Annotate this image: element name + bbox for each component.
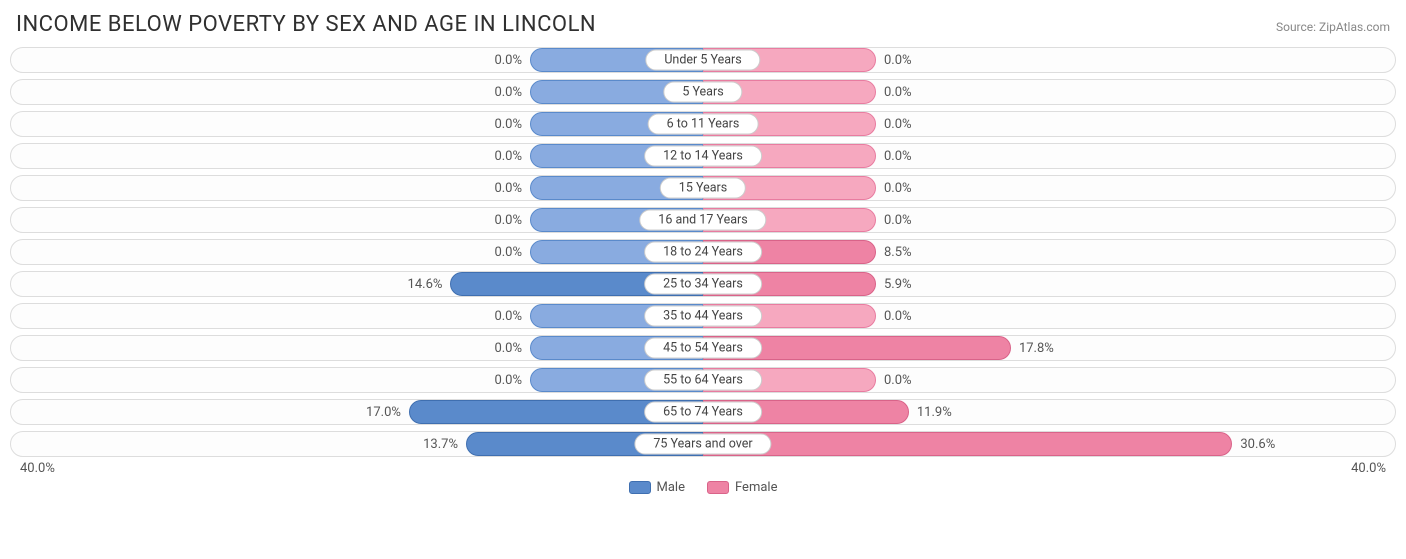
male-half: 0.0% <box>11 304 703 328</box>
male-half: 0.0% <box>11 336 703 360</box>
chart-row: 0.0% 0.0% 6 to 11 Years <box>10 111 1396 137</box>
male-value-label: 0.0% <box>494 149 522 164</box>
female-half: 0.0% <box>703 176 1395 200</box>
male-value-label: 0.0% <box>494 213 522 228</box>
female-value-label: 11.9% <box>917 405 952 420</box>
male-value-label: 13.7% <box>423 437 458 452</box>
male-half: 17.0% <box>11 400 703 424</box>
category-label: 25 to 34 Years <box>644 274 762 295</box>
category-label: 18 to 24 Years <box>644 242 762 263</box>
male-value-label: 0.0% <box>494 245 522 260</box>
chart-row: 0.0% 0.0% 15 Years <box>10 175 1396 201</box>
category-label: 15 Years <box>660 178 746 199</box>
male-value-label: 0.0% <box>494 373 522 388</box>
male-half: 0.0% <box>11 144 703 168</box>
category-label: Under 5 Years <box>645 50 760 71</box>
legend-item-female: Female <box>707 480 777 495</box>
legend-item-male: Male <box>629 480 685 495</box>
legend-label-male: Male <box>657 480 685 495</box>
female-value-label: 17.8% <box>1019 341 1054 356</box>
chart-row: 0.0% 0.0% 5 Years <box>10 79 1396 105</box>
male-half: 0.0% <box>11 208 703 232</box>
male-half: 0.0% <box>11 176 703 200</box>
male-half: 0.0% <box>11 240 703 264</box>
male-value-label: 0.0% <box>494 181 522 196</box>
female-value-label: 0.0% <box>884 373 912 388</box>
chart-row: 0.0% 17.8% 45 to 54 Years <box>10 335 1396 361</box>
chart-row: 13.7% 30.6% 75 Years and over <box>10 431 1396 457</box>
female-half: 0.0% <box>703 80 1395 104</box>
female-half: 11.9% <box>703 400 1395 424</box>
axis-row: 40.0% 40.0% <box>10 461 1396 476</box>
legend-swatch-female <box>707 481 729 494</box>
female-half: 0.0% <box>703 48 1395 72</box>
chart-row: 0.0% 0.0% 16 and 17 Years <box>10 207 1396 233</box>
axis-right-label: 40.0% <box>1351 461 1386 476</box>
axis-left-label: 40.0% <box>20 461 55 476</box>
male-value-label: 0.0% <box>494 309 522 324</box>
female-bar <box>703 432 1232 456</box>
female-value-label: 0.0% <box>884 53 912 68</box>
male-value-label: 0.0% <box>494 85 522 100</box>
legend-swatch-male <box>629 481 651 494</box>
male-half: 0.0% <box>11 48 703 72</box>
chart-row: 14.6% 5.9% 25 to 34 Years <box>10 271 1396 297</box>
male-value-label: 0.0% <box>494 53 522 68</box>
source-label: Source: ZipAtlas.com <box>1276 20 1390 34</box>
category-label: 45 to 54 Years <box>644 338 762 359</box>
category-label: 12 to 14 Years <box>644 146 762 167</box>
female-value-label: 0.0% <box>884 149 912 164</box>
female-value-label: 5.9% <box>884 277 912 292</box>
female-value-label: 30.6% <box>1240 437 1275 452</box>
female-value-label: 0.0% <box>884 117 912 132</box>
category-label: 16 and 17 Years <box>639 210 766 231</box>
male-value-label: 14.6% <box>408 277 443 292</box>
female-half: 0.0% <box>703 208 1395 232</box>
female-half: 0.0% <box>703 112 1395 136</box>
male-half: 0.0% <box>11 112 703 136</box>
category-label: 5 Years <box>663 82 742 103</box>
chart-row: 0.0% 8.5% 18 to 24 Years <box>10 239 1396 265</box>
chart-row: 0.0% 0.0% Under 5 Years <box>10 47 1396 73</box>
male-half: 0.0% <box>11 368 703 392</box>
male-value-label: 0.0% <box>494 117 522 132</box>
category-label: 55 to 64 Years <box>644 370 762 391</box>
category-label: 6 to 11 Years <box>648 114 759 135</box>
female-value-label: 0.0% <box>884 309 912 324</box>
category-label: 75 Years and over <box>634 434 771 455</box>
female-half: 0.0% <box>703 304 1395 328</box>
chart-row: 0.0% 0.0% 35 to 44 Years <box>10 303 1396 329</box>
female-half: 8.5% <box>703 240 1395 264</box>
chart-title: INCOME BELOW POVERTY BY SEX AND AGE IN L… <box>16 12 596 37</box>
legend: Male Female <box>10 480 1396 495</box>
female-value-label: 0.0% <box>884 85 912 100</box>
male-value-label: 17.0% <box>366 405 401 420</box>
chart-row: 0.0% 0.0% 12 to 14 Years <box>10 143 1396 169</box>
female-value-label: 0.0% <box>884 213 912 228</box>
butterfly-chart: 0.0%0.0%Under 5 Years0.0%0.0%5 Years0.0%… <box>10 47 1396 457</box>
female-value-label: 8.5% <box>884 245 912 260</box>
category-label: 35 to 44 Years <box>644 306 762 327</box>
female-half: 0.0% <box>703 368 1395 392</box>
female-half: 30.6% <box>703 432 1395 456</box>
chart-row: 17.0% 11.9% 65 to 74 Years <box>10 399 1396 425</box>
chart-row: 0.0% 0.0% 55 to 64 Years <box>10 367 1396 393</box>
female-half: 17.8% <box>703 336 1395 360</box>
male-half: 0.0% <box>11 80 703 104</box>
legend-label-female: Female <box>735 480 777 495</box>
female-half: 5.9% <box>703 272 1395 296</box>
category-label: 65 to 74 Years <box>644 402 762 423</box>
male-half: 13.7% <box>11 432 703 456</box>
female-value-label: 0.0% <box>884 181 912 196</box>
male-half: 14.6% <box>11 272 703 296</box>
female-half: 0.0% <box>703 144 1395 168</box>
male-value-label: 0.0% <box>494 341 522 356</box>
